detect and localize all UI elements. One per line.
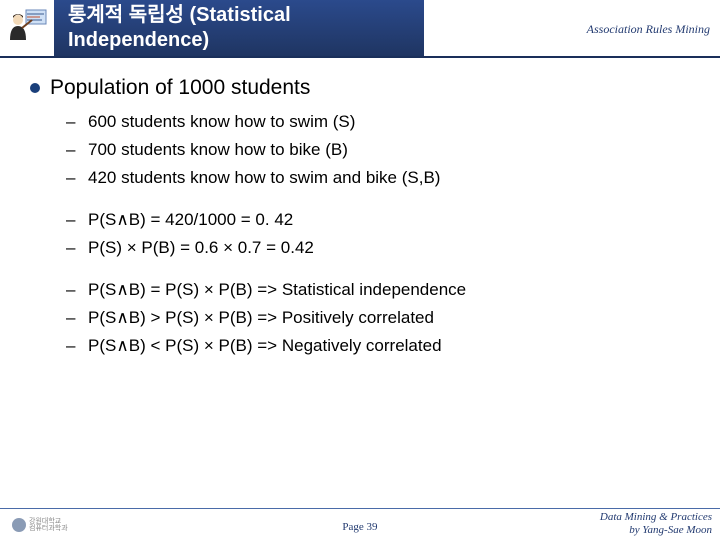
- list-item: –P(S∧B) = P(S) × P(B) => Statistical ind…: [66, 280, 690, 300]
- list-item: –600 students know how to swim (S): [66, 112, 690, 132]
- footer-credits: Data Mining & Practices by Yang-Sae Moon: [600, 511, 712, 537]
- slide-header: 통계적 독립성 (Statistical Independence) Assoc…: [0, 0, 720, 58]
- bullet-dot-icon: [30, 83, 40, 93]
- list-item: –700 students know how to bike (B): [66, 140, 690, 160]
- list-item: –P(S∧B) = 420/1000 = 0. 42: [66, 210, 690, 230]
- conclusion-group: –P(S∧B) = P(S) × P(B) => Statistical ind…: [66, 280, 690, 356]
- logo-icon: [12, 518, 26, 532]
- course-name: Data Mining & Practices: [600, 511, 712, 524]
- section-label: Association Rules Mining: [587, 22, 710, 37]
- list-item: –420 students know how to swim and bike …: [66, 168, 690, 188]
- page-number: Page 39: [342, 521, 377, 533]
- author-name: by Yang-Sae Moon: [600, 524, 712, 537]
- list-item: –P(S) × P(B) = 0.6 × 0.7 = 0.42: [66, 238, 690, 258]
- logo-text: 강원대학교컴퓨터과학과: [29, 518, 68, 532]
- main-bullet-row: Population of 1000 students: [30, 76, 690, 100]
- fact-group: –600 students know how to swim (S) –700 …: [66, 112, 690, 188]
- slide-title: 통계적 독립성 (Statistical Independence): [54, 0, 424, 56]
- prob-group: –P(S∧B) = 420/1000 = 0. 42 –P(S) × P(B) …: [66, 210, 690, 258]
- university-logo: 강원대학교컴퓨터과학과: [12, 516, 72, 534]
- presenter-icon: [8, 6, 48, 46]
- slide-content: Population of 1000 students –600 student…: [0, 58, 720, 356]
- list-item: –P(S∧B) > P(S) × P(B) => Positively corr…: [66, 308, 690, 328]
- main-bullet-text: Population of 1000 students: [50, 76, 310, 100]
- list-item: –P(S∧B) < P(S) × P(B) => Negatively corr…: [66, 336, 690, 356]
- slide-footer: 강원대학교컴퓨터과학과 Page 39 Data Mining & Practi…: [0, 508, 720, 540]
